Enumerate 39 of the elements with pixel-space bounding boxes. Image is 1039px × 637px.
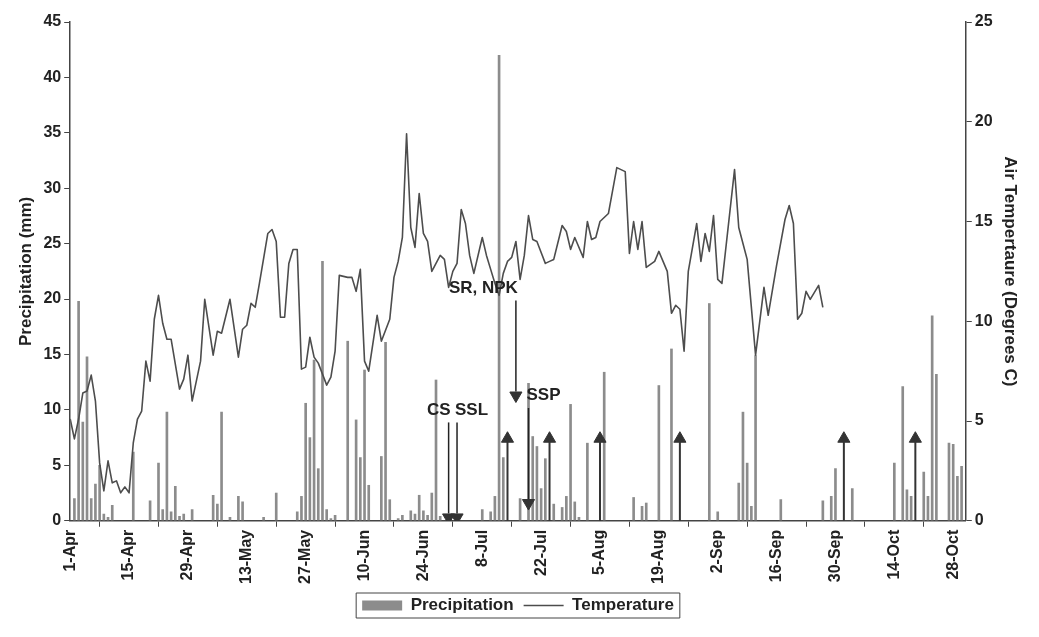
x-tick-label: 19-Aug (649, 529, 667, 584)
x-tick-label: 24-Jun (413, 529, 431, 582)
y-tick-label: 30 (43, 178, 62, 196)
x-tick-label: 16-Sep (767, 529, 784, 583)
y2-tick-label: 0 (974, 511, 984, 529)
y-tick-label: 20 (43, 289, 62, 307)
x-tick-label: 29-Apr (178, 529, 196, 581)
y2-tick-label: 20 (974, 112, 993, 130)
y2-tick-label: 5 (974, 411, 984, 429)
x-tick-label: 27-May (296, 529, 314, 584)
x-tick-label: 10-Jun (354, 529, 372, 582)
y2-tick-label: 10 (974, 311, 993, 329)
y-axis-title: Precipitation (mm) (15, 196, 35, 346)
x-tick-label: 15-Apr (119, 529, 137, 581)
x-tick-label: 22-Jul (531, 529, 549, 576)
x-tick-label: 14-Oct (884, 529, 902, 580)
x-tick-label: 8-Jul (472, 529, 490, 568)
y2-tick-label: 15 (974, 211, 993, 229)
y-tick-label: 35 (43, 123, 62, 141)
annotation: SSL (455, 399, 489, 419)
x-tick-label: 5-Aug (590, 529, 608, 576)
y-tick-label: 0 (52, 511, 62, 529)
y-tick-label: 15 (43, 344, 62, 362)
y-tick-label: 40 (43, 67, 62, 85)
x-tick-label: 2-Sep (708, 529, 726, 574)
y-tick-label: 5 (52, 455, 62, 473)
y-tick-label: 10 (43, 400, 62, 418)
annotation: SSP (526, 385, 561, 405)
y-tick-label: 45 (43, 12, 62, 30)
legend-label: Precipitation (410, 595, 514, 615)
y2-tick-label: 25 (974, 12, 993, 30)
y2-axis-title: Air Tempertaure (Degrees C) (1001, 156, 1021, 387)
annotation: CS (427, 399, 451, 419)
x-tick-label: 13-May (237, 529, 255, 584)
legend-label: Temperature (572, 595, 674, 615)
x-tick-label: 28-Oct (943, 529, 961, 580)
y-tick-label: 25 (43, 234, 62, 252)
x-tick-label: 1-Apr (60, 529, 78, 572)
x-tick-label: 30-Sep (825, 529, 843, 583)
